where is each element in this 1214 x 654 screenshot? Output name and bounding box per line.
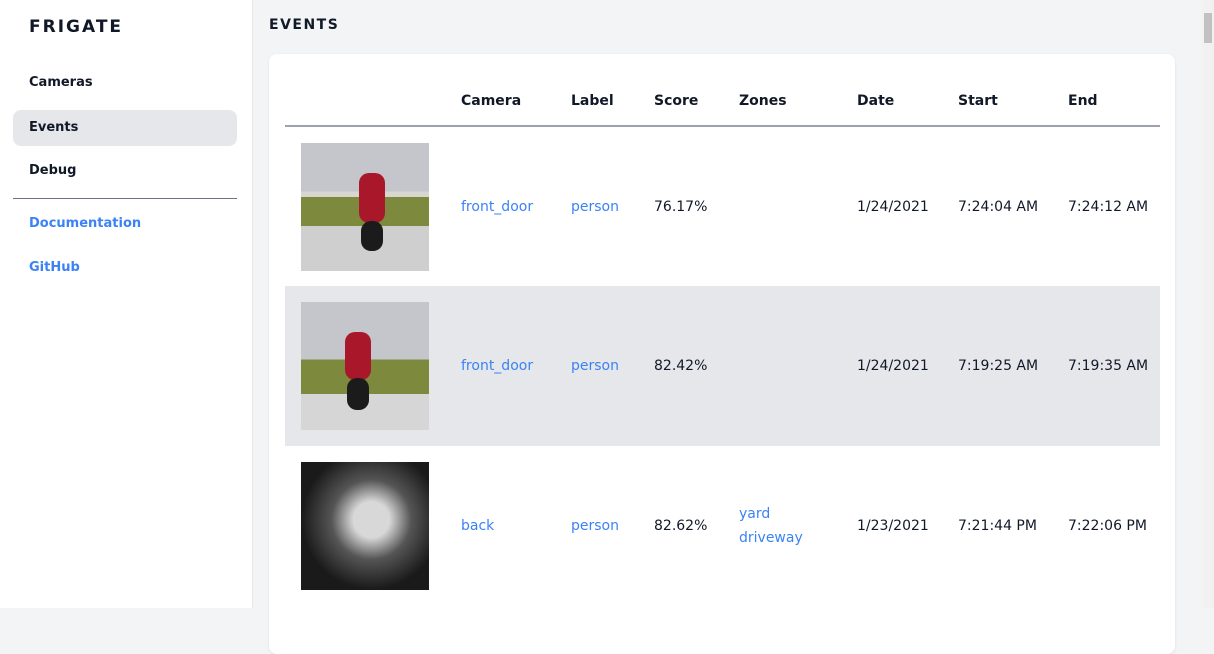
end-time: 7:19:35 AM bbox=[1052, 286, 1160, 446]
table-header: Camera Label Score Zones Date Start End bbox=[285, 82, 1160, 127]
header-start: Start bbox=[942, 82, 1052, 127]
sidebar-item-cameras[interactable]: Cameras bbox=[29, 75, 93, 90]
zone-link[interactable]: driveway bbox=[739, 530, 803, 546]
header-camera: Camera bbox=[445, 82, 555, 127]
end-time: 7:24:12 AM bbox=[1068, 198, 1149, 215]
events-table: Camera Label Score Zones Date Start End … bbox=[285, 82, 1160, 606]
camera-link[interactable]: front_door bbox=[461, 198, 534, 215]
header-score: Score bbox=[638, 82, 723, 127]
start-time: 7:19:25 AM bbox=[942, 286, 1052, 446]
sidebar-item-events[interactable]: Events bbox=[13, 110, 237, 146]
zone-link[interactable]: yard bbox=[739, 506, 771, 522]
sidebar-divider bbox=[13, 198, 237, 199]
camera-link[interactable]: front_door bbox=[445, 286, 555, 446]
label-link[interactable]: person bbox=[555, 286, 638, 446]
start-time: 7:24:04 AM bbox=[958, 198, 1039, 215]
event-thumbnail[interactable] bbox=[301, 302, 429, 430]
zones bbox=[723, 286, 841, 446]
sidebar-link-github[interactable]: GitHub bbox=[29, 260, 80, 275]
header-zones: Zones bbox=[723, 82, 841, 127]
event-thumbnail[interactable] bbox=[301, 142, 429, 271]
camera-link[interactable]: back bbox=[461, 518, 495, 534]
score: 82.42% bbox=[638, 286, 723, 446]
start-time: 7:21:44 PM bbox=[958, 518, 1037, 534]
header-end: End bbox=[1052, 82, 1160, 127]
date: 1/24/2021 bbox=[841, 286, 942, 446]
label-link[interactable]: person bbox=[571, 518, 619, 534]
score: 76.17% bbox=[654, 198, 708, 215]
date: 1/23/2021 bbox=[857, 518, 929, 534]
end-time: 7:22:06 PM bbox=[1068, 518, 1147, 534]
header-label: Label bbox=[555, 82, 638, 127]
sidebar: FRIGATE Cameras Events Debug Documentati… bbox=[0, 0, 253, 608]
page-title: EVENTS bbox=[269, 17, 340, 33]
header-thumbnail bbox=[285, 82, 445, 127]
brand-logo: FRIGATE bbox=[29, 17, 124, 37]
sidebar-link-documentation[interactable]: Documentation bbox=[29, 216, 142, 231]
zones bbox=[723, 126, 841, 286]
header-date: Date bbox=[841, 82, 942, 127]
events-card: Camera Label Score Zones Date Start End … bbox=[269, 54, 1175, 654]
scrollbar-thumb[interactable] bbox=[1204, 13, 1212, 43]
score: 82.62% bbox=[654, 518, 708, 534]
table-row[interactable]: back person 82.62% yard driveway 1/23/202… bbox=[285, 446, 1160, 606]
event-thumbnail[interactable] bbox=[301, 462, 429, 590]
table-row[interactable]: front_door person 82.42% 1/24/2021 7:19:… bbox=[285, 286, 1160, 446]
label-link[interactable]: person bbox=[571, 198, 619, 215]
scrollbar[interactable] bbox=[1202, 0, 1214, 608]
table-row[interactable]: front_door person 76.17% 1/24/2021 7:24:… bbox=[285, 126, 1160, 286]
sidebar-item-debug[interactable]: Debug bbox=[29, 163, 77, 178]
date: 1/24/2021 bbox=[857, 198, 929, 215]
zones: yard driveway bbox=[723, 446, 841, 606]
